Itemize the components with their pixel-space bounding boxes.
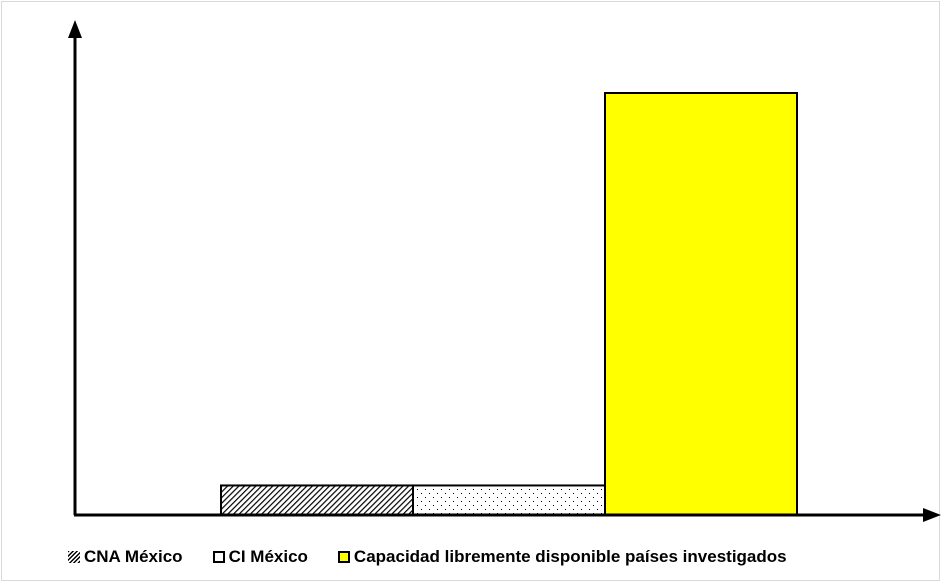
x-axis-arrowhead bbox=[923, 508, 941, 522]
legend-label: Capacidad libremente disponible países i… bbox=[353, 547, 787, 566]
y-axis-arrowhead bbox=[68, 20, 82, 38]
bar-capacidad-disponible bbox=[604, 92, 798, 516]
bar-ci-mexico bbox=[412, 484, 606, 516]
legend-label: CI México bbox=[228, 547, 308, 566]
legend-label: CNA México bbox=[84, 547, 183, 566]
bars-layer bbox=[220, 92, 798, 516]
legend: CNA México CI México Capacidad librement… bbox=[68, 545, 787, 569]
legend-item-ci-mexico: CI México bbox=[212, 547, 308, 567]
legend-swatch-hatched-icon bbox=[68, 551, 80, 563]
bar-cna-mexico bbox=[220, 484, 414, 516]
legend-swatch-white-icon bbox=[212, 551, 225, 563]
legend-item-cna-mexico: CNA México bbox=[68, 547, 183, 567]
legend-swatch-yellow-icon bbox=[337, 551, 350, 563]
legend-item-capacidad: Capacidad libremente disponible países i… bbox=[337, 547, 787, 567]
